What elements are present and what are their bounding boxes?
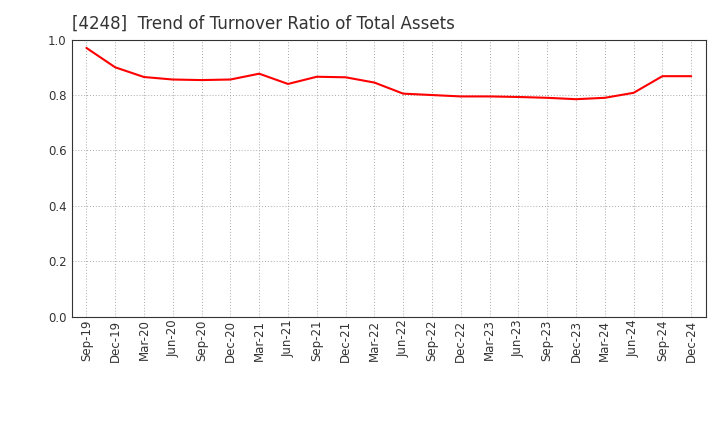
Text: [4248]  Trend of Turnover Ratio of Total Assets: [4248] Trend of Turnover Ratio of Total … — [72, 15, 455, 33]
